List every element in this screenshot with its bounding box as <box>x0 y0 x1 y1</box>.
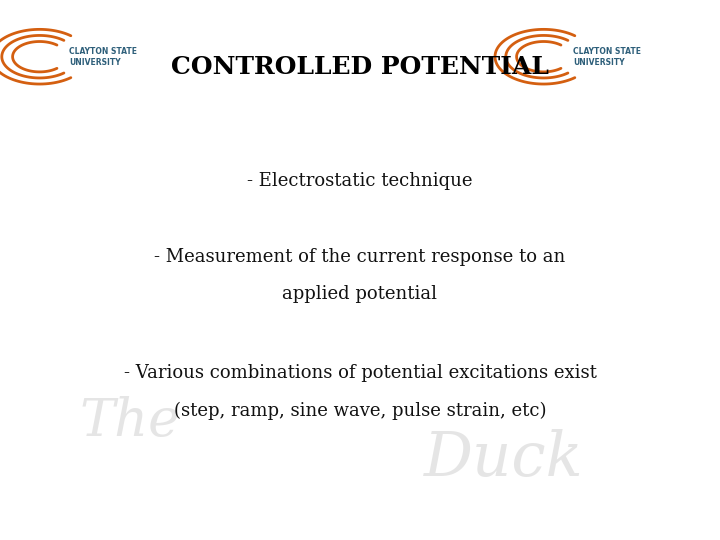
Text: The: The <box>79 396 180 447</box>
Text: CLAYTON STATE: CLAYTON STATE <box>69 47 138 56</box>
Text: - Electrostatic technique: - Electrostatic technique <box>247 172 473 190</box>
Text: applied potential: applied potential <box>282 285 438 303</box>
Text: CLAYTON STATE: CLAYTON STATE <box>573 47 642 56</box>
Text: UNIVERSITY: UNIVERSITY <box>573 58 625 66</box>
Text: (step, ramp, sine wave, pulse strain, etc): (step, ramp, sine wave, pulse strain, et… <box>174 401 546 420</box>
Text: CONTROLLED POTENTIAL: CONTROLLED POTENTIAL <box>171 56 549 79</box>
Text: - Measurement of the current response to an: - Measurement of the current response to… <box>154 247 566 266</box>
Text: - Various combinations of potential excitations exist: - Various combinations of potential exci… <box>124 363 596 382</box>
Text: Duck: Duck <box>424 429 584 489</box>
Text: UNIVERSITY: UNIVERSITY <box>69 58 121 66</box>
